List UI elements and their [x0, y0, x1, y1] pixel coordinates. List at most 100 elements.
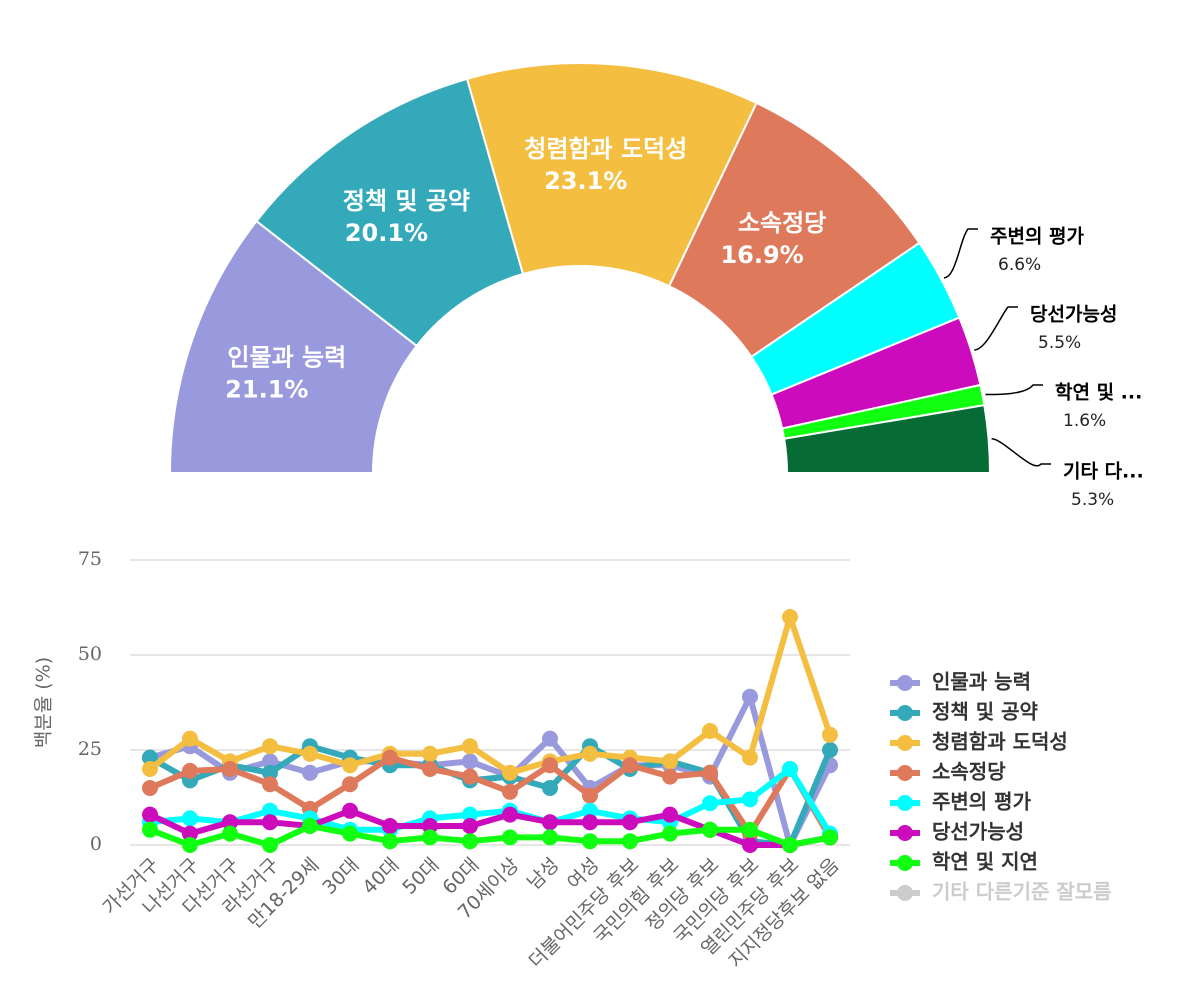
point — [222, 814, 238, 831]
pie-slice — [782, 404, 992, 474]
point — [142, 780, 158, 796]
y-tick-label: 75 — [78, 548, 102, 570]
point — [582, 745, 598, 762]
slice-value: 5.3% — [1071, 490, 1114, 510]
y-tick-label: 0 — [90, 833, 102, 855]
point — [182, 837, 198, 853]
point — [262, 776, 278, 793]
legend-swatch — [897, 735, 913, 751]
point — [342, 825, 358, 842]
legend-swatch — [897, 675, 913, 691]
point — [822, 726, 838, 743]
slice-value: 1.6% — [1063, 411, 1106, 431]
point — [742, 821, 758, 838]
point — [502, 764, 518, 781]
point — [662, 753, 678, 770]
point — [262, 837, 278, 853]
point — [342, 757, 358, 774]
slice-label: 학연 및 ... — [1055, 382, 1142, 404]
point — [582, 802, 598, 819]
slice-value: 23.1% — [544, 167, 627, 195]
point — [262, 814, 278, 831]
point — [142, 749, 158, 766]
point — [702, 821, 718, 838]
point — [462, 818, 478, 834]
legend-label: 소속정당 — [932, 760, 1006, 784]
point — [302, 818, 318, 834]
point — [582, 787, 598, 804]
point — [702, 723, 718, 739]
slice-label: 소속정당 — [738, 209, 826, 237]
point — [582, 833, 598, 850]
slice-value: 21.1% — [225, 375, 308, 403]
legend-swatch — [897, 765, 913, 781]
point — [622, 757, 638, 774]
slice-label: 인물과 능력 — [227, 343, 346, 371]
point — [262, 802, 278, 819]
legend-swatch — [897, 855, 913, 871]
legend-label: 학연 및 지연 — [932, 850, 1038, 874]
slice-label: 정책 및 공약 — [343, 187, 470, 215]
point — [182, 825, 198, 842]
point — [462, 768, 478, 785]
slice-label: 주변의 평가 — [990, 226, 1085, 248]
point — [142, 821, 158, 838]
point — [622, 814, 638, 831]
point — [662, 825, 678, 842]
legend-swatch — [897, 885, 913, 901]
x-tick-label: 남성 — [523, 854, 563, 894]
point — [502, 806, 518, 823]
slice-label: 당선가능성 — [1030, 304, 1117, 326]
point — [822, 829, 838, 846]
slice-label: 기타 다... — [1063, 461, 1144, 483]
point — [422, 761, 438, 777]
point — [462, 833, 478, 850]
legend-swatch — [897, 825, 913, 841]
point — [422, 818, 438, 834]
point — [542, 780, 558, 796]
point — [542, 757, 558, 774]
point — [822, 742, 838, 758]
point — [702, 764, 718, 781]
point — [742, 749, 758, 766]
point — [302, 764, 318, 781]
connector — [985, 384, 1043, 396]
pie-slice — [465, 62, 758, 288]
slice-value: 20.1% — [345, 219, 428, 247]
point — [182, 730, 198, 747]
point — [502, 783, 518, 800]
point — [782, 837, 798, 853]
point — [262, 738, 278, 755]
point — [382, 833, 398, 850]
connector — [943, 228, 978, 279]
point — [222, 761, 238, 777]
point — [462, 806, 478, 823]
point — [342, 776, 358, 793]
legend-swatch — [897, 705, 913, 721]
point — [142, 761, 158, 777]
x-tick-label: 50대 — [398, 854, 443, 899]
point — [462, 738, 478, 755]
legend-label: 청렴함과 도덕성 — [932, 730, 1068, 754]
point — [182, 810, 198, 827]
connector — [991, 437, 1051, 467]
point — [742, 837, 758, 853]
legend-label: 인물과 능력 — [932, 670, 1031, 694]
point — [422, 745, 438, 762]
point — [702, 795, 718, 812]
legend-swatch — [897, 795, 913, 811]
point — [502, 829, 518, 846]
point — [262, 753, 278, 770]
point — [222, 825, 238, 842]
point — [382, 818, 398, 834]
point — [182, 762, 198, 779]
x-tick-label: 40대 — [358, 854, 403, 899]
point — [782, 609, 798, 625]
slice-value: 16.9% — [720, 241, 803, 269]
point — [462, 753, 478, 770]
point — [142, 806, 158, 823]
point — [542, 829, 558, 846]
point — [782, 761, 798, 777]
legend-label: 주변의 평가 — [932, 790, 1032, 814]
